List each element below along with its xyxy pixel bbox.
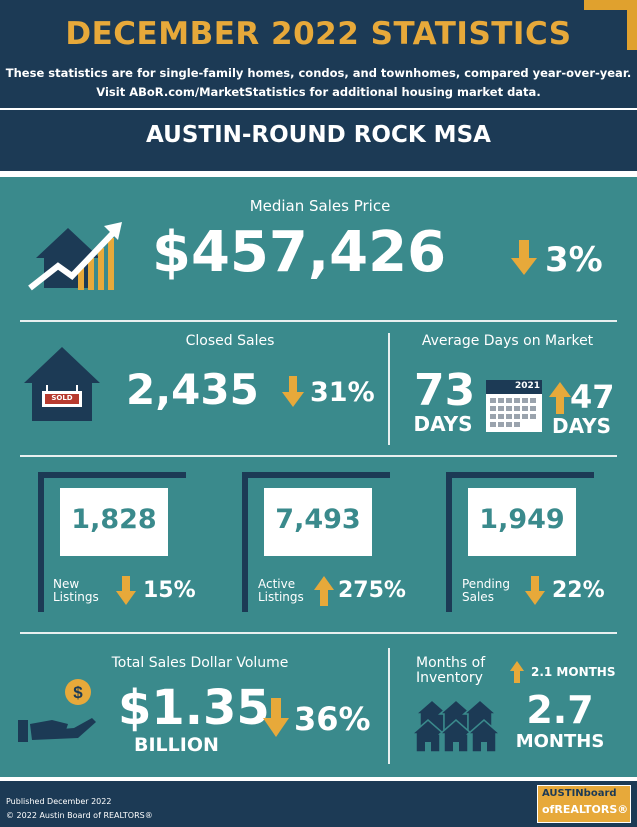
- days-change-value: 47: [570, 378, 615, 416]
- active-listings-sign: 7,493: [264, 488, 372, 556]
- sign-post: [38, 472, 44, 612]
- sign-post-arm: [242, 472, 390, 478]
- new-listings-label-line1: New: [53, 577, 80, 591]
- copyright: © 2022 Austin Board of REALTORS®: [6, 811, 153, 820]
- arrow-down-icon: [525, 576, 545, 605]
- arrow-down-icon: [116, 576, 136, 605]
- active-listings-value: 7,493: [275, 504, 361, 535]
- houses-icon: [410, 699, 502, 753]
- arrow-down-icon: [282, 376, 304, 407]
- subtitle-line-2: Visit ABoR.com/MarketStatistics for addi…: [96, 85, 541, 99]
- days-unit: DAYS: [413, 412, 473, 436]
- closed-sales-label: Closed Sales: [185, 333, 275, 349]
- calendar-year: 2021: [514, 381, 540, 391]
- median-price-value: $457,426: [152, 220, 447, 285]
- page-title: DECEMBER 2022 STATISTICS: [65, 16, 572, 52]
- dollar-volume-unit: BILLION: [134, 734, 219, 756]
- sold-sign-text: SOLD: [51, 394, 73, 402]
- inventory-label-line1: Months of: [416, 655, 486, 671]
- active-listings-label-line2: Listings: [258, 590, 304, 604]
- median-price-change: 3%: [545, 240, 603, 280]
- inventory-label-line2: Inventory: [416, 670, 483, 686]
- divider: [20, 632, 617, 634]
- pending-sales-change: 22%: [552, 578, 605, 603]
- house-sold-icon: [24, 347, 100, 421]
- calendar-icon: [486, 380, 542, 432]
- inventory-value: 2.7: [526, 688, 594, 732]
- sign-post-arm: [38, 472, 186, 478]
- pending-sales-sign: 1,949: [468, 488, 576, 556]
- arrow-down-icon: [263, 698, 289, 737]
- new-listings-label-line2: Listings: [53, 590, 99, 604]
- arrow-up-icon: [314, 576, 334, 606]
- closed-sales-change: 31%: [310, 377, 375, 408]
- header-banner: [0, 0, 637, 171]
- subtitle: These statistics are for single-family h…: [0, 64, 637, 102]
- arrow-up-icon: [510, 661, 524, 683]
- divider: [20, 320, 617, 322]
- active-listings-label: Active Listings: [258, 578, 304, 604]
- logo-line-2: ofREALTORS®: [542, 803, 629, 816]
- days-on-market-value: 73: [414, 365, 476, 416]
- inventory-label: Months of Inventory: [416, 656, 485, 686]
- dollar-volume-label: Total Sales Dollar Volume: [111, 655, 289, 671]
- hand-coin-icon: $: [18, 679, 96, 742]
- pending-sales-label-line2: Sales: [462, 590, 494, 604]
- arrow-down-icon: [511, 240, 537, 275]
- median-price-label: Median Sales Price: [249, 197, 391, 215]
- sign-post: [446, 472, 452, 612]
- sign-post-arm: [446, 472, 594, 478]
- new-listings-label: New Listings: [53, 578, 99, 604]
- days-on-market-label: Average Days on Market: [421, 333, 594, 349]
- footer: [0, 781, 637, 827]
- svg-text:$: $: [73, 683, 83, 702]
- divider: [20, 455, 617, 457]
- abor-logo: AUSTINboard ofREALTORS®: [537, 785, 631, 823]
- logo-line-1: AUSTINboard: [542, 788, 617, 799]
- pending-sales-label-line1: Pending: [462, 577, 510, 591]
- dollar-volume-value: $1.35: [118, 680, 270, 736]
- dollar-volume-change: 36%: [294, 700, 371, 738]
- house-chart-icon: [28, 222, 122, 291]
- subtitle-line-1: These statistics are for single-family h…: [5, 66, 632, 80]
- sign-post: [242, 472, 248, 612]
- published-date: Published December 2022: [6, 797, 112, 806]
- pending-sales-value: 1,949: [479, 504, 565, 535]
- active-listings-change: 275%: [338, 578, 406, 603]
- closed-sales-value: 2,435: [126, 365, 259, 414]
- divider-vertical: [388, 333, 390, 445]
- inventory-change: 2.1 MONTHS: [531, 665, 616, 679]
- region-title: AUSTIN-ROUND ROCK MSA: [146, 122, 491, 148]
- pending-sales-label: Pending Sales: [462, 578, 510, 604]
- new-listings-change: 15%: [143, 578, 196, 603]
- new-listings-sign: 1,828: [60, 488, 168, 556]
- gold-corner-accent: [584, 0, 637, 10]
- gold-corner-accent-vertical: [627, 0, 637, 50]
- divider-vertical: [388, 648, 390, 764]
- inventory-unit: MONTHS: [515, 731, 605, 752]
- new-listings-value: 1,828: [71, 504, 157, 535]
- active-listings-label-line1: Active: [258, 577, 296, 591]
- header-divider: [0, 108, 637, 110]
- arrow-up-icon: [549, 382, 571, 414]
- days-change-unit: DAYS: [552, 414, 612, 438]
